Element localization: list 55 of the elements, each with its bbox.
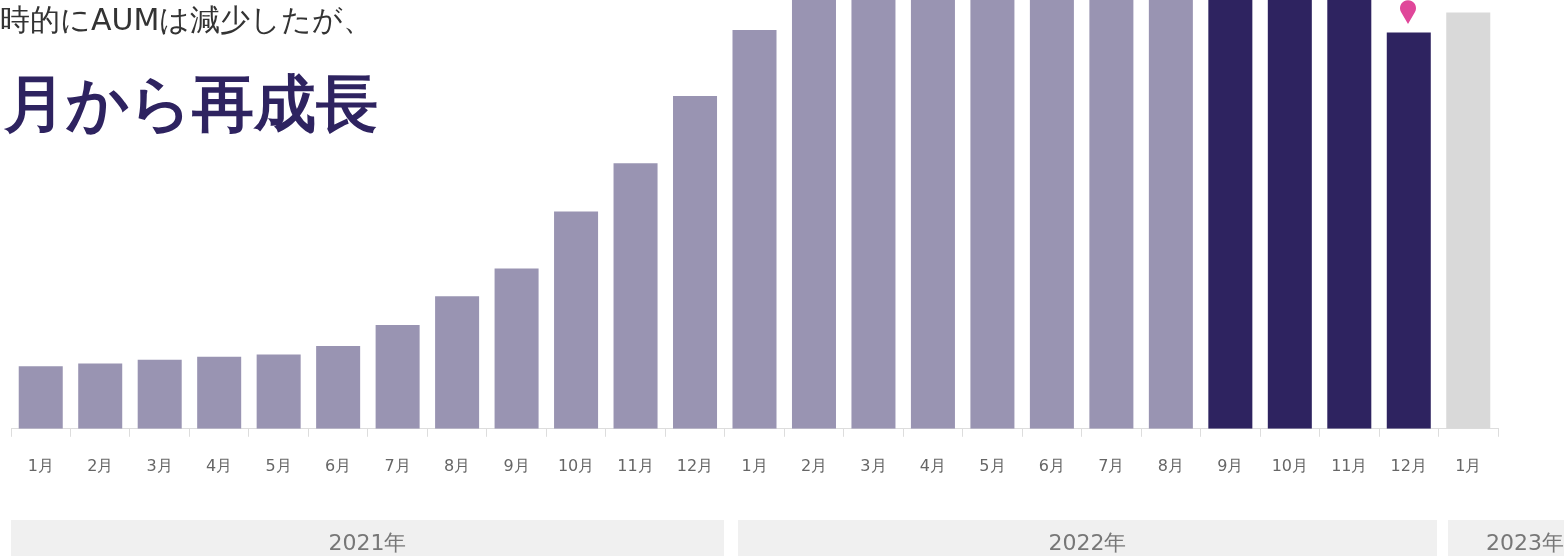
bar bbox=[18, 366, 63, 429]
chart-title: 時的にAUMは減少したが、 bbox=[0, 1, 374, 39]
bar bbox=[1148, 0, 1193, 429]
text: 2021年 bbox=[11, 520, 724, 556]
x-tick-label: 2月 bbox=[800, 455, 828, 475]
bar bbox=[1029, 0, 1074, 429]
x-tick-label: 2月 bbox=[87, 455, 114, 475]
x-tick-label: 12月 bbox=[676, 455, 714, 475]
x-tick-label: 4月 bbox=[206, 455, 233, 475]
x-tick-label: 5月 bbox=[979, 455, 1006, 475]
bar bbox=[316, 346, 361, 429]
x-tick-label: 11月 bbox=[617, 455, 654, 475]
x-tick-label: 11月 bbox=[1331, 455, 1368, 475]
bar bbox=[791, 0, 836, 429]
bar bbox=[554, 211, 599, 429]
x-tick-label: 7月 bbox=[1098, 455, 1125, 475]
x-tick-label: 6月 bbox=[325, 455, 352, 475]
bar bbox=[970, 0, 1015, 429]
x-tick-label: 5月 bbox=[265, 455, 292, 475]
x-tick-label: 10月 bbox=[1271, 455, 1308, 475]
x-tick-label: 6月 bbox=[1038, 455, 1065, 475]
bar bbox=[1386, 32, 1431, 429]
x-tick-label: 8月 bbox=[1157, 455, 1184, 475]
x-tick-label: 3月 bbox=[146, 455, 173, 475]
bar bbox=[851, 0, 896, 429]
bar bbox=[197, 356, 242, 429]
text: 2022年 bbox=[738, 520, 1437, 556]
x-tick-label: 3月 bbox=[860, 455, 887, 475]
bar bbox=[1267, 0, 1312, 429]
x-tick-label: 9月 bbox=[1217, 455, 1244, 475]
bar bbox=[1208, 0, 1253, 429]
text: 月から再成長 bbox=[4, 66, 378, 142]
x-tick-label: 9月 bbox=[503, 455, 530, 475]
bar bbox=[137, 359, 182, 429]
x-tick-label: 12月 bbox=[1390, 455, 1427, 475]
bar bbox=[910, 0, 955, 429]
bar bbox=[613, 163, 658, 429]
bar bbox=[1089, 0, 1134, 429]
bar bbox=[732, 30, 777, 429]
x-tick-label: 10月 bbox=[557, 455, 595, 475]
bar bbox=[1327, 0, 1372, 429]
bar bbox=[494, 268, 539, 429]
text: 2023年 bbox=[1448, 520, 1564, 556]
bar bbox=[1446, 12, 1491, 429]
bar bbox=[435, 296, 480, 429]
x-tick-label: 7月 bbox=[384, 455, 411, 475]
x-tick-label: 4月 bbox=[919, 455, 947, 475]
x-tick-label: 1月 bbox=[741, 455, 768, 475]
bar bbox=[375, 325, 420, 429]
bar bbox=[256, 354, 301, 429]
x-tick-label: 8月 bbox=[444, 455, 471, 475]
bar bbox=[78, 363, 123, 429]
x-tick-label: 1月 bbox=[27, 455, 54, 475]
bar bbox=[673, 96, 718, 429]
x-tick-label: 1月 bbox=[1455, 455, 1482, 475]
